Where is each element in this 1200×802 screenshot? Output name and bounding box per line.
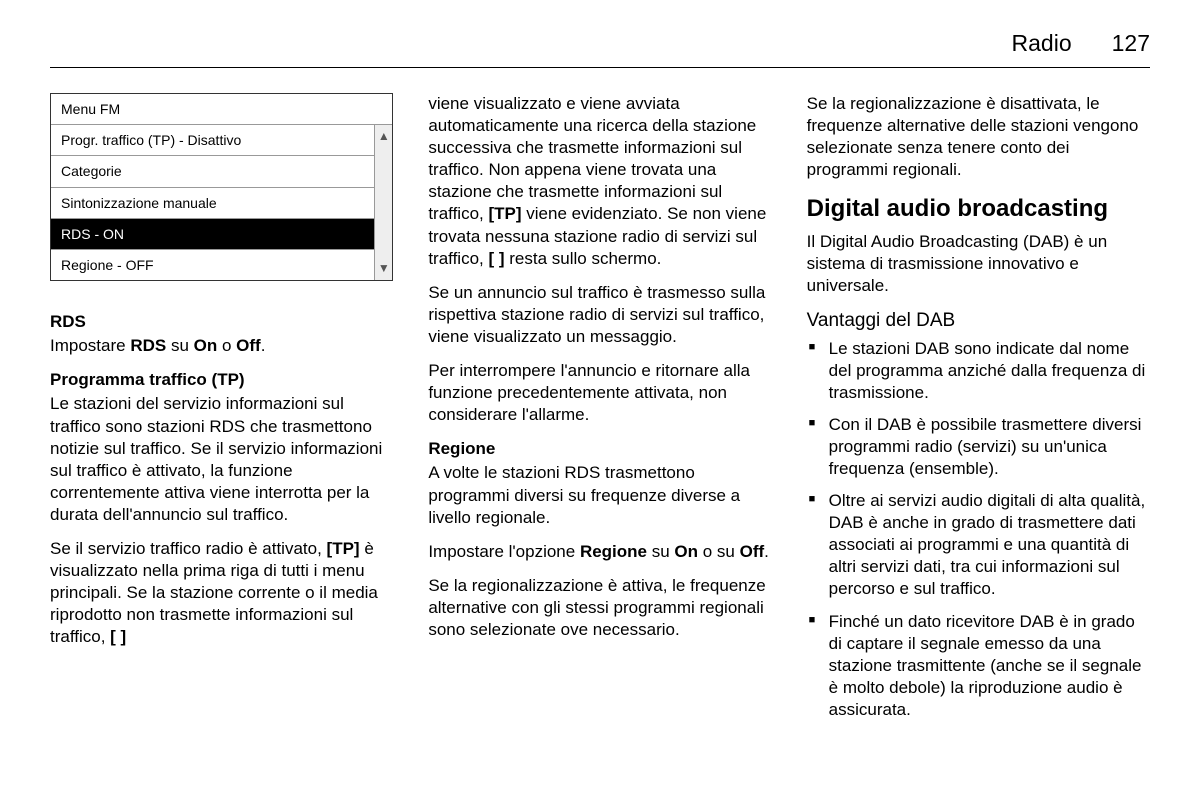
- regione-paragraph-1: A volte le stazioni RDS trasmettono prog…: [428, 462, 771, 528]
- section-title: Radio: [1012, 30, 1072, 57]
- menu-item-tp[interactable]: Progr. traffico (TP) - Disattivo: [51, 125, 374, 156]
- bold: Off: [740, 542, 765, 561]
- page-header: Radio 127: [50, 30, 1150, 57]
- bold: [ ]: [110, 627, 126, 646]
- dab-advantages-list: Le stazioni DAB sono indicate dal nome d…: [807, 338, 1150, 722]
- menu-title: Menu FM: [51, 94, 392, 125]
- menu-item-categorie[interactable]: Categorie: [51, 156, 374, 187]
- column-1: Menu FM Progr. traffico (TP) - Disattivo…: [50, 93, 393, 731]
- rds-heading: RDS: [50, 311, 393, 333]
- menu-body: Progr. traffico (TP) - Disattivo Categor…: [51, 125, 392, 280]
- regione-paragraph-2: Impostare l'opzione Regione su On o su O…: [428, 541, 771, 563]
- content-columns: Menu FM Progr. traffico (TP) - Disattivo…: [50, 93, 1150, 731]
- menu-item-regione[interactable]: Regione - OFF: [51, 250, 374, 280]
- tp-heading: Programma traffico (TP): [50, 369, 393, 391]
- header-divider: [50, 67, 1150, 68]
- menu-scrollbar[interactable]: ▲ ▼: [374, 125, 392, 280]
- scroll-down-icon[interactable]: ▼: [378, 261, 390, 277]
- rds-text: Impostare RDS su On o Off.: [50, 335, 393, 357]
- list-item: Con il DAB è possibile trasmettere diver…: [807, 414, 1150, 480]
- regione-heading: Regione: [428, 438, 771, 460]
- menu-items: Progr. traffico (TP) - Disattivo Categor…: [51, 125, 374, 280]
- col3-paragraph-1: Se la regionalizzazione è disattivata, l…: [807, 93, 1150, 181]
- list-item: Finché un dato ricevitore DAB è in grado…: [807, 611, 1150, 721]
- menu-item-sintonizzazione[interactable]: Sintonizzazione manuale: [51, 188, 374, 219]
- col2-paragraph-2: Se un annuncio sul traffico è trasmesso …: [428, 282, 771, 348]
- bold: Regione: [580, 542, 647, 561]
- fm-menu-screenshot: Menu FM Progr. traffico (TP) - Disattivo…: [50, 93, 393, 281]
- dab-intro: Il Digital Audio Broadcasting (DAB) è un…: [807, 231, 1150, 297]
- menu-item-rds[interactable]: RDS - ON: [51, 219, 374, 250]
- bold: [ ]: [488, 249, 504, 268]
- list-item: Oltre ai servizi audio digitali di alta …: [807, 490, 1150, 600]
- column-3: Se la regionalizzazione è disattivata, l…: [807, 93, 1150, 731]
- bold: On: [194, 336, 218, 355]
- text: su: [166, 336, 193, 355]
- col2-paragraph-3: Per interrompere l'annuncio e ritornare …: [428, 360, 771, 426]
- vantaggi-heading: Vantaggi del DAB: [807, 309, 1150, 334]
- tp-paragraph-1: Le stazioni del servizio informazioni su…: [50, 393, 393, 526]
- page-number: 127: [1112, 30, 1150, 57]
- col2-paragraph-1: viene visualizzato e viene avviata autom…: [428, 93, 771, 270]
- dab-heading: Digital audio broadcasting: [807, 193, 1150, 224]
- text: su: [647, 542, 674, 561]
- scroll-up-icon[interactable]: ▲: [378, 129, 390, 145]
- column-2: viene visualizzato e viene avviata autom…: [428, 93, 771, 731]
- text: .: [261, 336, 266, 355]
- text: Se il servizio traffico radio è attivato…: [50, 539, 327, 558]
- regione-paragraph-3: Se la regionalizzazione è attiva, le fre…: [428, 575, 771, 641]
- bold: Off: [236, 336, 261, 355]
- text: Impostare l'opzione: [428, 542, 580, 561]
- list-item: Le stazioni DAB sono indicate dal nome d…: [807, 338, 1150, 404]
- tp-paragraph-2: Se il servizio traffico radio è attivato…: [50, 538, 393, 648]
- bold: RDS: [130, 336, 166, 355]
- bold: On: [674, 542, 698, 561]
- text: resta sullo schermo.: [505, 249, 662, 268]
- text: .: [764, 542, 769, 561]
- text: Impostare: [50, 336, 130, 355]
- bold: [TP]: [488, 204, 521, 223]
- text: o: [217, 336, 236, 355]
- text: o su: [698, 542, 740, 561]
- bold: [TP]: [327, 539, 360, 558]
